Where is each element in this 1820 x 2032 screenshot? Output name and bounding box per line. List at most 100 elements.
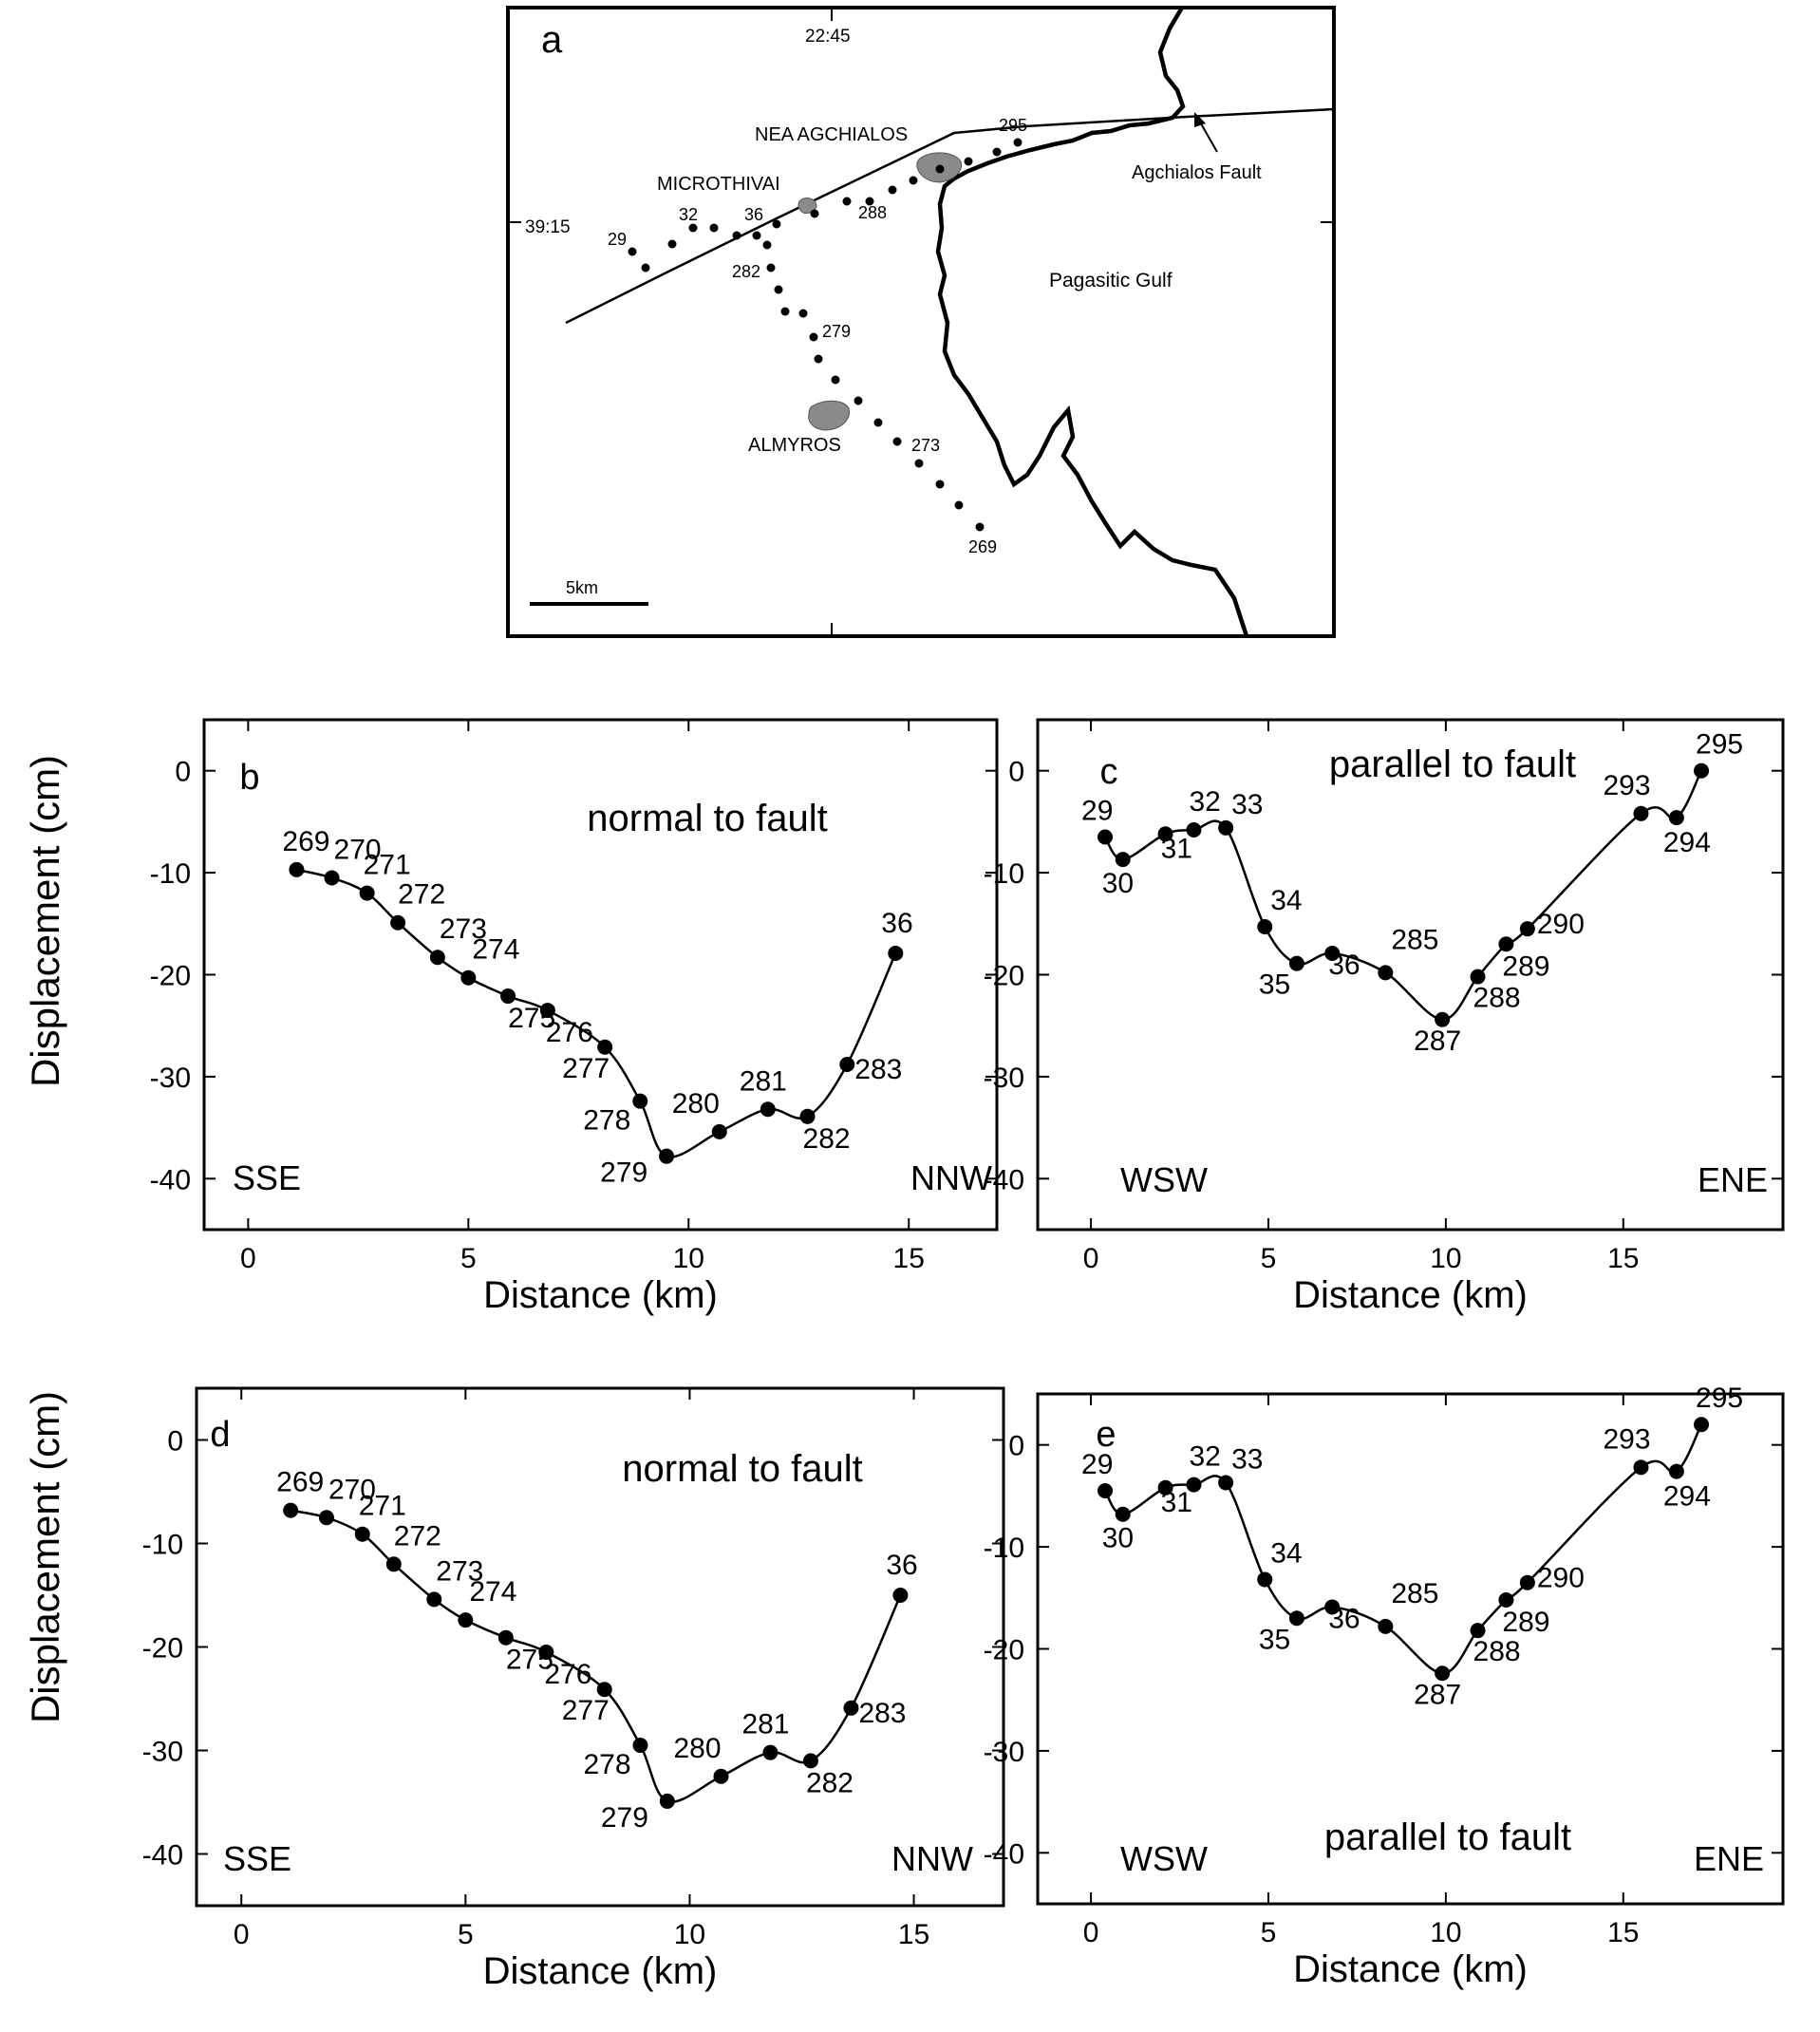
station-dots — [628, 138, 1023, 532]
data-point — [359, 885, 375, 901]
x-tick-label: 0 — [1083, 1243, 1099, 1274]
data-label: 285 — [1391, 1578, 1438, 1609]
panel-letter: d — [210, 1415, 230, 1455]
y-tick-label: -30 — [142, 1737, 183, 1768]
data-label: 272 — [394, 1520, 441, 1552]
data-point — [1668, 1463, 1684, 1479]
y-tick-label: -10 — [142, 1530, 183, 1561]
x-tick-label: 5 — [460, 1243, 477, 1274]
y-tick-label: -20 — [142, 1633, 183, 1665]
data-label: 294 — [1663, 827, 1711, 858]
data-label: 295 — [1696, 1383, 1743, 1414]
data-point — [892, 1588, 909, 1603]
data-label: 293 — [1603, 1423, 1650, 1455]
data-point — [839, 1057, 855, 1073]
data-point — [1098, 1483, 1114, 1499]
x-tick-label: 5 — [1261, 1243, 1277, 1274]
y-tick-label: -30 — [150, 1063, 191, 1094]
data-point — [1288, 955, 1304, 971]
data-label: 33 — [1231, 789, 1263, 820]
data-label: 35 — [1259, 969, 1290, 1001]
map-panel: a 22:45 39:15 — [506, 6, 1336, 638]
x-tick-label: 10 — [1430, 1917, 1461, 1948]
data-point — [318, 1510, 334, 1526]
data-label: 280 — [672, 1088, 720, 1119]
data-label: 271 — [364, 850, 411, 881]
map-panel-letter: a — [541, 19, 563, 61]
direction-label-left: SSE — [223, 1839, 291, 1878]
data-point — [713, 1768, 729, 1784]
data-point — [1470, 1623, 1486, 1639]
x-tick-label: 15 — [1607, 1917, 1639, 1948]
x-axis-label: Distance (km) — [1293, 1948, 1528, 1990]
data-point — [1186, 1477, 1202, 1493]
direction-label-left: WSW — [1120, 1839, 1208, 1878]
panel-letter: e — [1096, 1415, 1116, 1455]
panel-title: normal to fault — [587, 798, 827, 839]
station-label-288: 288 — [858, 203, 887, 222]
data-point — [1218, 1475, 1234, 1491]
data-point — [843, 1700, 859, 1716]
data-point — [1257, 919, 1273, 935]
x-tick-label: 5 — [1261, 1917, 1277, 1948]
data-label: 274 — [472, 934, 519, 966]
data-point — [1498, 936, 1514, 952]
data-label: 285 — [1391, 924, 1438, 955]
data-point — [659, 1148, 675, 1164]
x-tick-label: 15 — [1607, 1243, 1639, 1274]
data-label: 35 — [1259, 1624, 1290, 1655]
data-point — [1694, 1417, 1710, 1433]
x-axis-label: Distance (km) — [483, 1950, 718, 1992]
data-label: 288 — [1473, 1636, 1521, 1667]
data-point — [283, 1502, 299, 1518]
data-point — [1694, 762, 1710, 779]
y-tick-label: 0 — [1008, 757, 1024, 788]
almyros-town — [808, 400, 850, 431]
data-label: 269 — [276, 1467, 324, 1498]
scale-label: 5km — [566, 578, 598, 597]
direction-label-right: NNW — [910, 1158, 992, 1197]
y-axis-label: Displacement (cm) — [23, 1391, 67, 1723]
data-label: 274 — [469, 1576, 516, 1608]
data-point — [1378, 1618, 1394, 1634]
data-label: 29 — [1081, 1449, 1113, 1480]
data-label: 282 — [803, 1123, 851, 1155]
station-label-279: 279 — [822, 322, 851, 341]
y-tick-label: -40 — [984, 1164, 1024, 1195]
data-point — [802, 1753, 818, 1769]
data-point — [458, 1612, 474, 1628]
chart-panel-e: 0 5 10 15 0 -10 -20 -30 -40 Distance (km) parallel… — [984, 1383, 1785, 1990]
y-tick-label: 0 — [167, 1426, 183, 1458]
data-label: 31 — [1161, 1487, 1192, 1518]
data-point — [538, 1644, 554, 1660]
data-label: 273 — [440, 913, 487, 945]
data-label: 282 — [806, 1767, 854, 1798]
chart-panel-d: 0 5 10 15 0 -10 -20 -30 -40 Distance (km) Displace… — [23, 1386, 1005, 1992]
station-label-29: 29 — [608, 230, 627, 249]
data-label: 279 — [600, 1157, 647, 1189]
direction-label-left: WSW — [1120, 1160, 1208, 1199]
data-label: 36 — [1328, 1603, 1360, 1634]
data-point — [762, 1744, 779, 1760]
y-tick-label: -20 — [150, 961, 191, 992]
station-label-36: 36 — [744, 205, 763, 224]
x-tick-label: 5 — [458, 1919, 474, 1950]
data-point — [460, 969, 477, 986]
y-tick-label: -10 — [150, 858, 191, 890]
x-tick-label: 15 — [893, 1243, 925, 1274]
x-tick-label: 0 — [240, 1243, 256, 1274]
x-axis-label: Distance (km) — [483, 1274, 718, 1316]
data-label: 280 — [674, 1733, 722, 1764]
data-point — [1633, 1459, 1649, 1476]
data-label: 34 — [1270, 885, 1302, 916]
data-label: 270 — [334, 834, 382, 865]
data-point — [497, 1629, 514, 1646]
data-label: 36 — [886, 1550, 917, 1581]
data-point — [1435, 1011, 1451, 1027]
y-tick-label: 0 — [1008, 1431, 1024, 1462]
x-tick-label: 0 — [1083, 1917, 1099, 1948]
data-label: 33 — [1231, 1443, 1263, 1475]
data-label: 293 — [1603, 770, 1650, 801]
x-axis-label: Distance (km) — [1293, 1274, 1528, 1316]
